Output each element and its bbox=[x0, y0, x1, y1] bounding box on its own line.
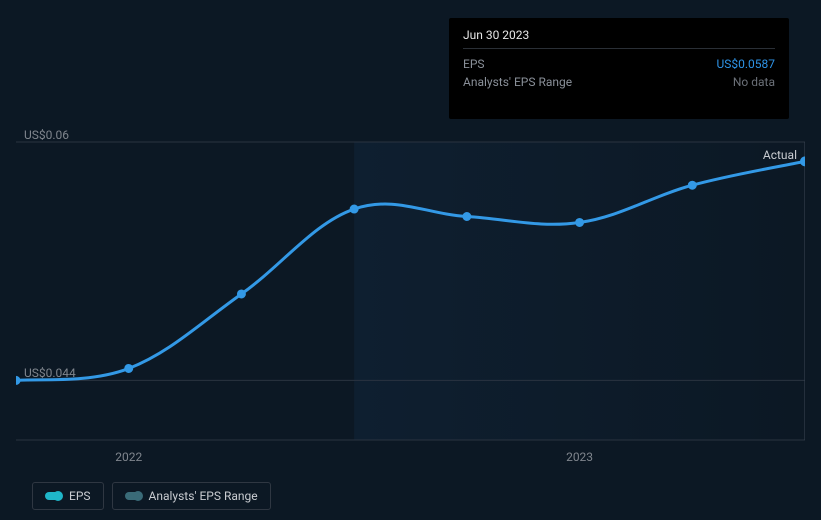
data-point[interactable] bbox=[16, 376, 20, 384]
tooltip-date: Jun 30 2023 bbox=[463, 28, 775, 49]
data-point[interactable] bbox=[576, 218, 584, 226]
data-point[interactable] bbox=[463, 213, 471, 221]
legend-item-range[interactable]: Analysts' EPS Range bbox=[112, 482, 271, 510]
chart-legend: EPS Analysts' EPS Range bbox=[32, 482, 271, 510]
legend-swatch-icon bbox=[125, 492, 141, 500]
legend-label: Analysts' EPS Range bbox=[149, 489, 258, 503]
chart-tooltip: Jun 30 2023 EPS US$0.0587 Analysts' EPS … bbox=[449, 18, 789, 119]
data-point[interactable] bbox=[350, 205, 358, 213]
tooltip-value: No data bbox=[733, 73, 775, 91]
tooltip-value: US$0.0587 bbox=[716, 55, 775, 73]
legend-item-eps[interactable]: EPS bbox=[32, 482, 104, 510]
data-point[interactable] bbox=[125, 364, 133, 372]
tooltip-row-range: Analysts' EPS Range No data bbox=[463, 73, 775, 91]
x-axis-label: 2023 bbox=[566, 450, 593, 464]
data-point[interactable] bbox=[237, 290, 245, 298]
legend-swatch-icon bbox=[45, 492, 61, 500]
legend-label: EPS bbox=[69, 489, 91, 503]
y-axis-label: US$0.06 bbox=[24, 128, 69, 142]
chart-container: Actual Jun 30 2023 EPS US$0.0587 Analyst… bbox=[16, 0, 805, 520]
tooltip-label: Analysts' EPS Range bbox=[463, 73, 572, 91]
x-axis-label: 2022 bbox=[115, 450, 142, 464]
tooltip-row-eps: EPS US$0.0587 bbox=[463, 55, 775, 73]
actual-region-label: Actual bbox=[763, 148, 797, 162]
data-point[interactable] bbox=[688, 181, 696, 189]
y-axis-label: US$0.044 bbox=[24, 366, 76, 380]
tooltip-label: EPS bbox=[463, 55, 485, 73]
